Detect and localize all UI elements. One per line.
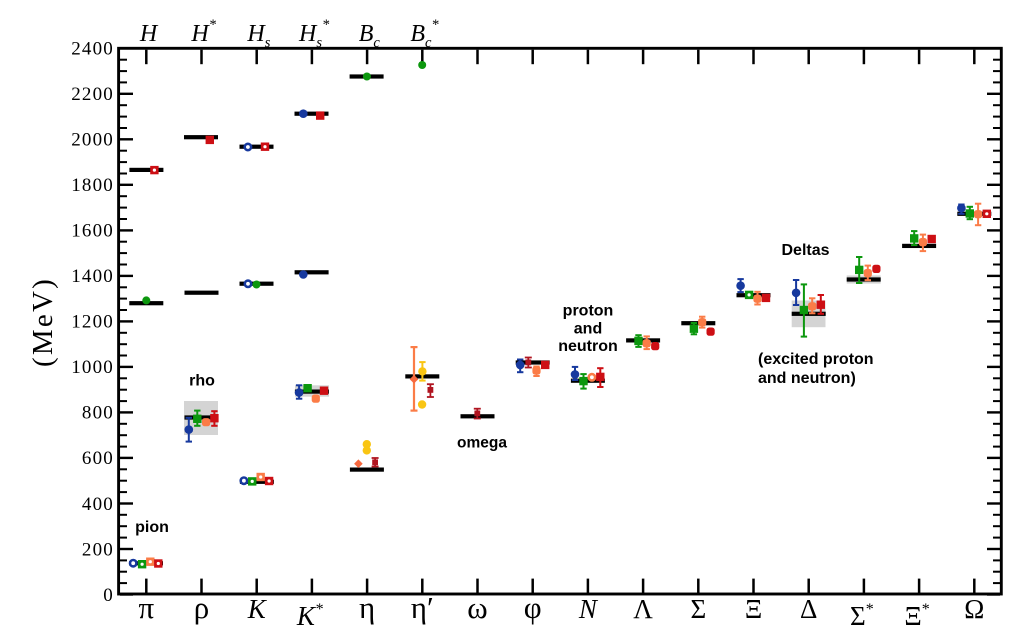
svg-text:η′: η′ xyxy=(411,590,434,625)
svg-text:H: H xyxy=(139,21,159,47)
svg-text:0: 0 xyxy=(103,585,114,606)
svg-text:1400: 1400 xyxy=(71,266,114,287)
svg-text:Σ: Σ xyxy=(690,594,706,624)
svg-text:omega: omega xyxy=(457,435,507,452)
svg-text:2200: 2200 xyxy=(71,84,114,105)
svg-text:1600: 1600 xyxy=(71,221,114,242)
svg-text:N: N xyxy=(578,594,599,624)
svg-text:400: 400 xyxy=(82,494,114,515)
svg-text:2400: 2400 xyxy=(71,39,114,60)
svg-text:(MeV): (MeV) xyxy=(27,277,59,367)
svg-text:1200: 1200 xyxy=(71,312,114,333)
svg-text:φ: φ xyxy=(524,590,542,625)
svg-text:pion: pion xyxy=(135,519,169,536)
svg-text:Ω: Ω xyxy=(964,594,984,624)
svg-text:1800: 1800 xyxy=(71,175,114,196)
svg-text:ρ: ρ xyxy=(194,590,209,625)
svg-text:Deltas: Deltas xyxy=(781,242,829,259)
svg-text:800: 800 xyxy=(82,403,114,424)
svg-text:Λ: Λ xyxy=(633,594,653,624)
svg-text:η: η xyxy=(359,590,375,625)
svg-text:Δ: Δ xyxy=(800,594,817,624)
svg-text:K: K xyxy=(247,594,268,624)
svg-text:600: 600 xyxy=(82,448,114,469)
svg-text:1000: 1000 xyxy=(71,357,114,378)
svg-text:π: π xyxy=(138,590,154,625)
svg-text:neutron: neutron xyxy=(558,338,618,355)
svg-text:rho: rho xyxy=(189,373,215,390)
svg-text:2000: 2000 xyxy=(71,130,114,151)
svg-text:ω: ω xyxy=(467,590,487,625)
svg-text:Ξ: Ξ xyxy=(745,594,762,624)
svg-text:(excited proton: (excited proton xyxy=(758,351,874,368)
svg-text:and neutron): and neutron) xyxy=(758,370,856,387)
svg-text:proton: proton xyxy=(563,303,614,320)
svg-text:200: 200 xyxy=(82,539,114,560)
svg-text:and: and xyxy=(574,321,602,338)
